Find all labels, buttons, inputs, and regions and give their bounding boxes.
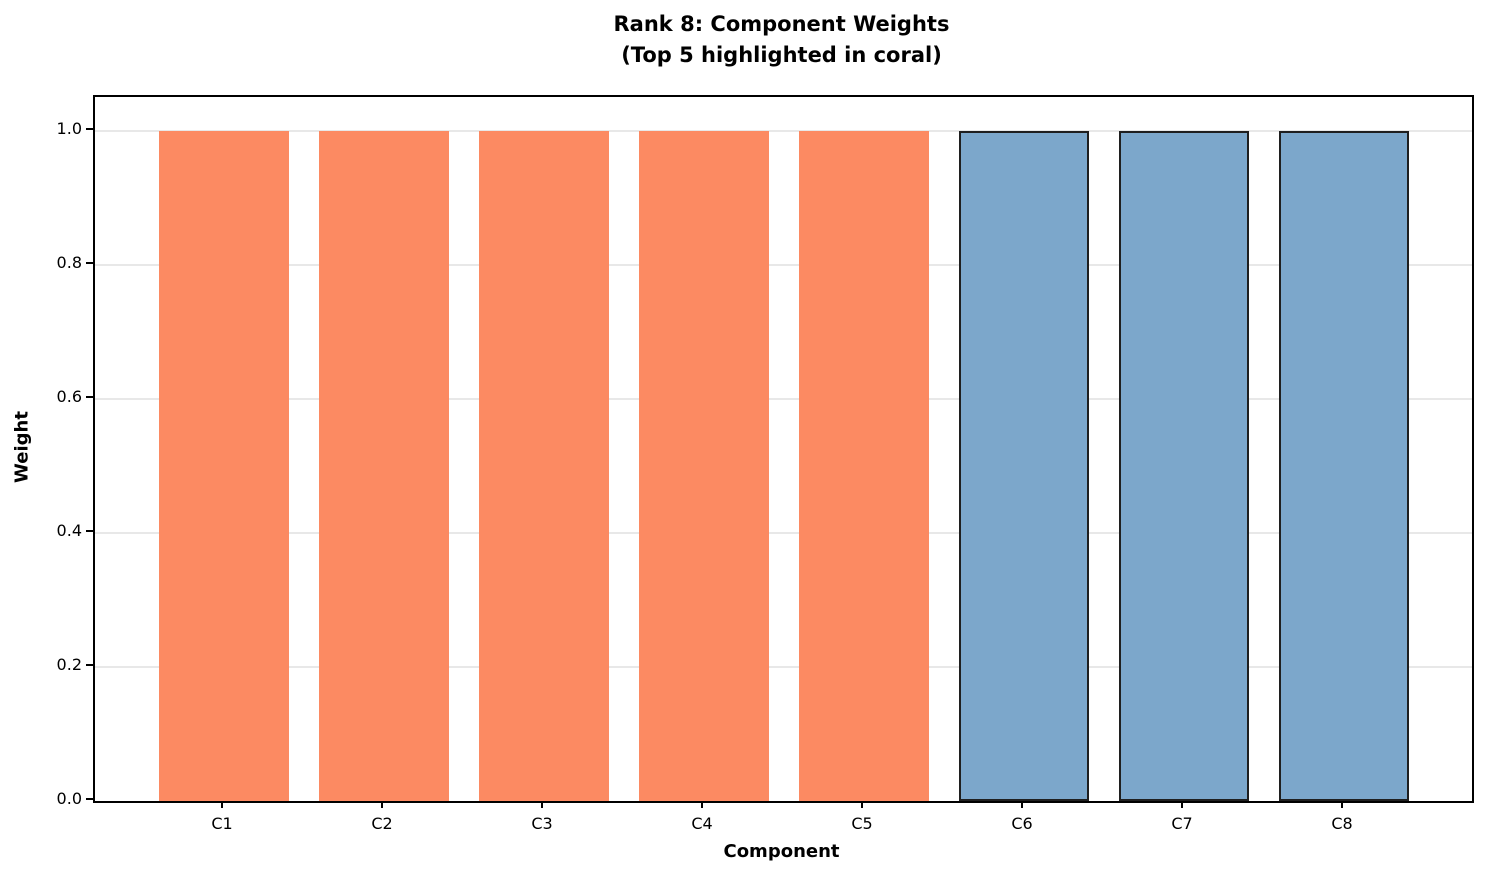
x-tick-mark (1181, 801, 1183, 808)
chart-title: Rank 8: Component Weights (Top 5 highlig… (93, 9, 1470, 71)
y-tick-mark (86, 798, 93, 800)
y-tick-label: 0.4 (56, 520, 82, 540)
y-tick-mark (86, 261, 93, 264)
x-tick-label: C5 (851, 814, 873, 833)
x-tick-mark (381, 801, 383, 808)
y-axis-label: Weight (11, 411, 33, 483)
x-tick-label: C8 (1331, 814, 1353, 833)
x-axis-label: Component (723, 841, 840, 862)
chart-title-line2: (Top 5 highlighted in coral) (621, 43, 942, 67)
bar-c4 (639, 130, 769, 801)
y-tick-mark (86, 663, 93, 666)
bar-c7 (1119, 130, 1249, 801)
bar-c1 (159, 130, 289, 801)
gridline (95, 397, 1472, 400)
x-tick-label: C6 (1011, 814, 1033, 833)
y-tick-mark (86, 127, 93, 130)
bar-c8 (1279, 130, 1409, 801)
plot-area (93, 95, 1474, 803)
y-tick-label: 1.0 (56, 118, 82, 138)
gridline (95, 263, 1472, 266)
gridline (95, 531, 1472, 534)
bar-c3 (479, 130, 609, 801)
x-tick-label: C1 (211, 814, 233, 833)
y-tick-label: 0.6 (56, 386, 82, 406)
gridline (95, 129, 1472, 132)
x-tick-mark (541, 801, 543, 808)
bar-c5 (799, 130, 929, 801)
x-tick-label: C3 (531, 814, 553, 833)
y-tick-label: 0.0 (56, 789, 82, 808)
x-tick-mark (1021, 801, 1023, 808)
y-tick-mark (86, 529, 93, 532)
y-tick-label: 0.8 (56, 252, 82, 272)
x-tick-mark (221, 801, 223, 808)
x-tick-label: C2 (371, 814, 393, 833)
chart-title-line1: Rank 8: Component Weights (613, 12, 950, 36)
bar-c6 (959, 130, 1089, 801)
y-tick-mark (86, 395, 93, 398)
x-tick-label: C7 (1171, 814, 1193, 833)
x-tick-mark (701, 801, 703, 808)
x-tick-mark (861, 801, 863, 808)
y-tick-label: 0.2 (56, 654, 82, 674)
bar-c2 (319, 130, 449, 801)
gridline (95, 665, 1472, 668)
x-tick-mark (1341, 801, 1343, 808)
x-tick-label: C4 (691, 814, 713, 833)
